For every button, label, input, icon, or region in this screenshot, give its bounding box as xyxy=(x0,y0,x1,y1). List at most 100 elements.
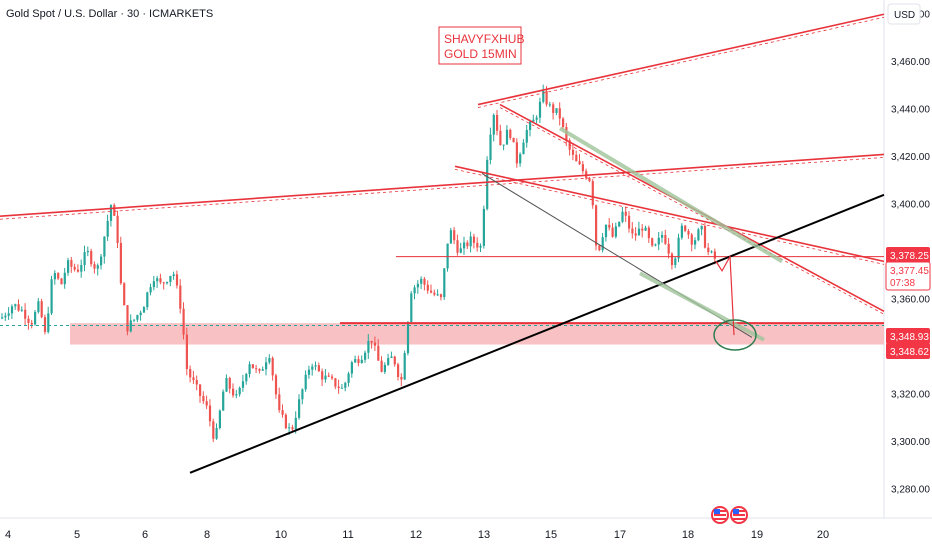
candle-body-163 xyxy=(538,101,542,118)
candle-body-184 xyxy=(608,224,611,228)
candle-body-209 xyxy=(690,234,693,245)
candle-body-6 xyxy=(20,309,23,311)
candle-body-38 xyxy=(126,305,129,332)
candle-body-117 xyxy=(387,357,390,365)
trend-line-dashed-1 xyxy=(477,16,885,108)
candle-body-182 xyxy=(601,237,604,251)
candle-body-48 xyxy=(159,278,162,283)
candle-body-33 xyxy=(109,205,113,221)
candle-body-190 xyxy=(628,215,631,229)
candle-body-119 xyxy=(393,356,396,365)
candle-body-5 xyxy=(17,304,20,311)
candle-body-71 xyxy=(235,394,238,396)
candle-body-216 xyxy=(713,251,716,259)
candle-body-189 xyxy=(624,211,627,216)
symbol-title[interactable]: Gold Spot / U.S. Dollar · 30 · ICMARKETS xyxy=(6,8,213,20)
projection-path xyxy=(715,254,735,336)
candle-body-148 xyxy=(489,134,492,160)
candle-body-165 xyxy=(545,90,548,105)
candle-body-179 xyxy=(591,181,594,206)
x-tick-label-8: 15 xyxy=(545,529,557,541)
candle-body-156 xyxy=(515,142,518,164)
candle-body-128 xyxy=(423,278,426,285)
candle-body-76 xyxy=(251,364,254,369)
candle-body-191 xyxy=(631,228,634,234)
candle-body-215 xyxy=(710,251,713,253)
y-tick-label-6: 3,400.00 xyxy=(891,199,930,210)
candle-body-41 xyxy=(136,315,139,320)
candle-body-188 xyxy=(621,211,624,222)
candle-body-175 xyxy=(578,161,581,165)
candle-body-204 xyxy=(674,258,677,266)
candle-body-167 xyxy=(552,104,555,113)
candle-body-139 xyxy=(459,248,462,253)
candle-body-110 xyxy=(364,352,367,360)
time-axis[interactable]: 4 5 6 8 10 11 12 13 15 17 18 19 20 xyxy=(5,529,829,541)
candle-body-32 xyxy=(106,220,109,237)
candle-body-1 xyxy=(4,315,7,318)
candle-body-91 xyxy=(301,389,304,400)
candle-body-67 xyxy=(222,391,225,411)
trend-line-4 xyxy=(189,193,885,474)
candle-body-2 xyxy=(7,313,10,316)
candle-body-159 xyxy=(525,130,528,143)
candle-body-16 xyxy=(53,273,56,280)
x-tick-label-6: 12 xyxy=(410,529,422,541)
candle-body-77 xyxy=(255,368,258,370)
x-tick-label-10: 18 xyxy=(682,529,694,541)
candle-body-27 xyxy=(90,251,93,265)
candle-body-207 xyxy=(684,225,687,231)
candle-body-197 xyxy=(651,238,654,246)
candle-body-54 xyxy=(179,285,182,309)
candle-body-127 xyxy=(420,278,423,284)
candle-body-160 xyxy=(529,121,532,131)
candle-body-66 xyxy=(218,410,221,429)
candle-body-51 xyxy=(169,275,172,282)
candle-body-133 xyxy=(439,294,443,298)
candle-body-73 xyxy=(241,381,245,388)
candle-body-203 xyxy=(670,253,674,266)
candle-body-82 xyxy=(271,358,274,376)
candle-body-70 xyxy=(232,388,235,396)
candle-body-25 xyxy=(83,252,86,266)
trend-line-0 xyxy=(0,153,885,218)
candle-body-211 xyxy=(697,229,700,241)
candle-body-57 xyxy=(189,369,192,378)
candle-body-137 xyxy=(453,230,456,241)
candle-body-19 xyxy=(63,272,66,285)
currency-box[interactable] xyxy=(887,3,921,25)
candle-body-93 xyxy=(307,369,311,375)
candle-body-111 xyxy=(367,340,370,353)
candle-body-138 xyxy=(456,240,459,253)
y-tick-label-7: 3,420.00 xyxy=(891,152,930,163)
candle-body-168 xyxy=(555,108,558,113)
candle-body-35 xyxy=(116,215,119,243)
candle-body-124 xyxy=(410,293,413,323)
trend-line-1 xyxy=(477,13,885,106)
candle-body-122 xyxy=(403,353,406,380)
candle-body-29 xyxy=(96,265,99,269)
us-flag-icon-2[interactable] xyxy=(730,506,748,524)
y-tick-label-9: 3,460.00 xyxy=(891,57,930,68)
candle-body-4 xyxy=(14,304,17,307)
candle-body-200 xyxy=(661,235,664,238)
candle-body-147 xyxy=(486,159,489,209)
candle-body-44 xyxy=(146,292,149,308)
level-1-badge xyxy=(886,328,930,344)
trend-line-dashed-0 xyxy=(0,157,885,220)
x-tick-label-1: 5 xyxy=(74,529,80,541)
candle-body-178 xyxy=(588,178,591,182)
candle-body-88 xyxy=(291,427,294,430)
candle-body-109 xyxy=(360,359,363,364)
candle-body-15 xyxy=(50,279,53,314)
candle-body-79 xyxy=(261,369,264,371)
candle-body-185 xyxy=(611,227,614,237)
candle-body-59 xyxy=(195,380,198,385)
candle-body-186 xyxy=(614,226,617,237)
annotation-box[interactable] xyxy=(438,26,522,65)
us-flag-icon[interactable] xyxy=(711,506,729,524)
candle-body-187 xyxy=(618,221,621,227)
bid-price-label: 3,377.45 xyxy=(890,266,929,277)
